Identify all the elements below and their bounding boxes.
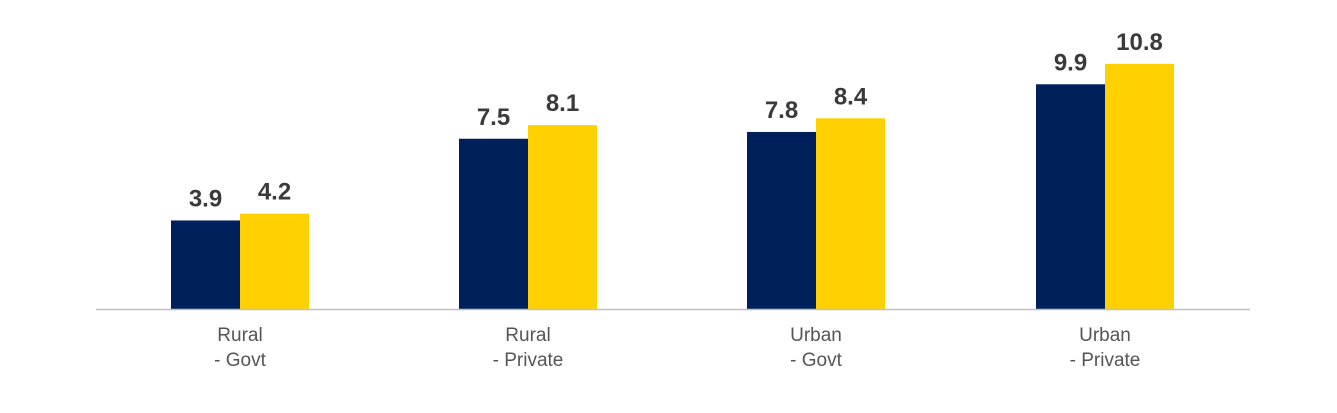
value-label-series1-cat2: 7.5 — [477, 104, 510, 131]
bar-series2-cat3 — [816, 118, 885, 309]
value-label-series2-cat3: 8.4 — [834, 83, 868, 110]
category-label-4: Urban - Private — [1070, 325, 1141, 371]
category-label-1-line-1: Rural — [217, 325, 262, 346]
category-label-1: Rural - Govt — [214, 325, 266, 371]
category-label-3-line-1: Urban — [790, 325, 842, 346]
bar-series2-cat1 — [240, 213, 309, 309]
category-label-3-line-2: - Govt — [790, 350, 842, 371]
bar-series2-cat2 — [528, 125, 597, 309]
bars-group — [171, 63, 1174, 310]
value-label-series1-cat4: 9.9 — [1054, 49, 1087, 76]
bar-series1-cat1 — [171, 220, 240, 309]
category-label-1-line-2: - Govt — [214, 350, 266, 371]
category-label-4-line-1: Urban — [1079, 325, 1131, 346]
bar-series2-cat4 — [1105, 63, 1174, 310]
bar-series1-cat3 — [747, 131, 816, 309]
category-label-3: Urban - Govt — [790, 325, 842, 371]
category-label-4-line-2: - Private — [1070, 350, 1141, 371]
category-label-2-line-2: - Private — [493, 350, 564, 371]
category-label-2: Rural - Private — [493, 325, 564, 371]
value-label-series2-cat4: 10.8 — [1116, 29, 1163, 56]
value-labels-group: 3.9 4.2 7.5 8.1 7.8 8.4 9.9 10.8 — [189, 29, 1163, 213]
value-label-series1-cat3: 7.8 — [765, 97, 798, 124]
bar-series1-cat2 — [459, 138, 528, 309]
value-label-series2-cat1: 4.2 — [258, 179, 291, 206]
value-label-series2-cat2: 8.1 — [546, 90, 579, 117]
value-label-series1-cat1: 3.9 — [189, 185, 222, 212]
bar-series1-cat4 — [1036, 84, 1105, 310]
category-label-2-line-1: Rural — [505, 325, 550, 346]
